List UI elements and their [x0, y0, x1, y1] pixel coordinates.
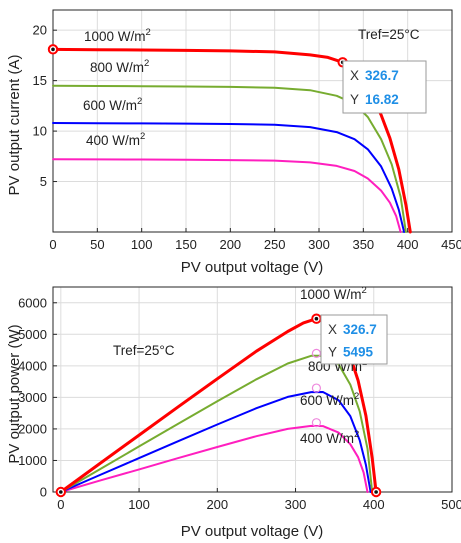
datatip-box — [320, 314, 388, 365]
data-point-marker — [311, 418, 322, 428]
x-tick-label: 150 — [175, 237, 197, 252]
series-label-text: 1000 W/m — [300, 287, 362, 302]
x-tick-label: 350 — [352, 237, 374, 252]
series-line-3 — [59, 391, 372, 493]
datatip-y-value: 5495 — [343, 345, 374, 360]
series-line-2 — [59, 354, 374, 493]
x-axis-label: PV output voltage (V) — [181, 259, 324, 276]
datatip-x-value: 326.7 — [365, 68, 399, 83]
y-axis-label: PV output current (A) — [6, 55, 23, 196]
series-label-1: 1000 W/m2 — [84, 27, 151, 44]
data-point-marker-center — [51, 47, 55, 52]
axes-box — [52, 286, 453, 493]
series-label-text: 600 W/m — [300, 393, 354, 408]
y-tick-label: 15 — [33, 73, 47, 88]
datatip-x-value: 326.7 — [343, 322, 377, 337]
series-label-superscript: 2 — [354, 391, 359, 402]
series-label-2: 800 W/m2 — [90, 58, 149, 75]
y-tick-label: 3000 — [18, 390, 47, 405]
data-point-marker — [311, 383, 322, 393]
y-tick-label: 0 — [40, 485, 47, 500]
y-tick-label: 5 — [40, 174, 47, 189]
datatip-x-label: X — [328, 322, 337, 337]
series-label-text: 800 W/m — [90, 60, 144, 75]
y-tick-label: 10 — [33, 124, 47, 139]
x-tick-label: 250 — [264, 237, 286, 252]
y-axis-label: PV output power (W) — [6, 324, 23, 463]
series-line-1 — [59, 317, 378, 494]
x-tick-label: 100 — [131, 237, 153, 252]
x-tick-label: 100 — [128, 497, 150, 512]
y-tick-label: 6000 — [18, 295, 47, 310]
series-label-text: 400 W/m — [86, 133, 140, 148]
datatip-x-label: X — [350, 68, 359, 83]
series-label-superscript: 2 — [144, 58, 149, 69]
x-tick-label: 0 — [49, 237, 56, 252]
data-point-marker-center — [314, 316, 319, 321]
chart-2: 0 100 200 300 400 500010002000300040005000600… — [6, 285, 461, 540]
series-label-superscript: 2 — [354, 429, 359, 440]
y-tick-label: 2000 — [18, 421, 47, 436]
series-label-1: 1000 W/m2 — [300, 285, 367, 302]
axes-box — [52, 9, 453, 233]
series-label-3: 600 W/m2 — [83, 96, 142, 113]
series-label-4: 400 W/m2 — [86, 131, 145, 148]
x-tick-label: 400 — [397, 237, 419, 252]
temperature-annotation: Tref=25°C — [358, 27, 420, 42]
series-line-3 — [52, 122, 406, 233]
x-tick-label: 300 — [285, 497, 307, 512]
series-label-3: 600 W/m2 — [300, 391, 359, 408]
x-tick-label: 50 — [90, 237, 104, 252]
x-tick-label: 0 — [57, 497, 64, 512]
datatip-y-label: Y — [350, 92, 359, 107]
x-tick-label: 300 — [308, 237, 330, 252]
y-tick-label: 1000 — [18, 453, 47, 468]
series-label-superscript: 2 — [362, 285, 367, 296]
data-point-marker — [311, 348, 322, 358]
y-tick-label: 4000 — [18, 358, 47, 373]
y-tick-label: 5000 — [18, 327, 47, 342]
data-point-marker-center — [374, 490, 378, 494]
series-line-2 — [52, 84, 407, 233]
datatip-y-label: Y — [328, 345, 337, 360]
series-line-4 — [59, 424, 369, 493]
datatip-box — [342, 60, 427, 114]
series-label-superscript: 2 — [137, 96, 142, 107]
series-label-superscript: 2 — [140, 131, 145, 142]
series-line-1 — [51, 47, 412, 234]
x-tick-label: 200 — [206, 497, 228, 512]
datatip-y-value: 16.82 — [365, 92, 399, 107]
data-point-marker-center — [59, 490, 63, 494]
y-tick-label: 20 — [33, 23, 47, 38]
x-tick-label: 400 — [363, 497, 385, 512]
series-label-4: 400 W/m2 — [300, 429, 359, 446]
x-axis-label: PV output voltage (V) — [181, 523, 324, 540]
x-tick-label: 200 — [219, 237, 241, 252]
series-label-text: 600 W/m — [83, 98, 137, 113]
series-label-text: 400 W/m — [300, 431, 354, 446]
temperature-annotation: Tref=25°C — [113, 343, 175, 358]
chart-1: 0 50 100 150 200 250 300 350 400 450 5 10 15 20 PV out… — [6, 9, 461, 276]
x-tick-label: 500 — [441, 497, 461, 512]
series-label-text: 1000 W/m — [84, 29, 146, 44]
series-line-4 — [52, 158, 402, 233]
series-label-superscript: 2 — [146, 27, 151, 38]
x-tick-label: 450 — [441, 237, 461, 252]
